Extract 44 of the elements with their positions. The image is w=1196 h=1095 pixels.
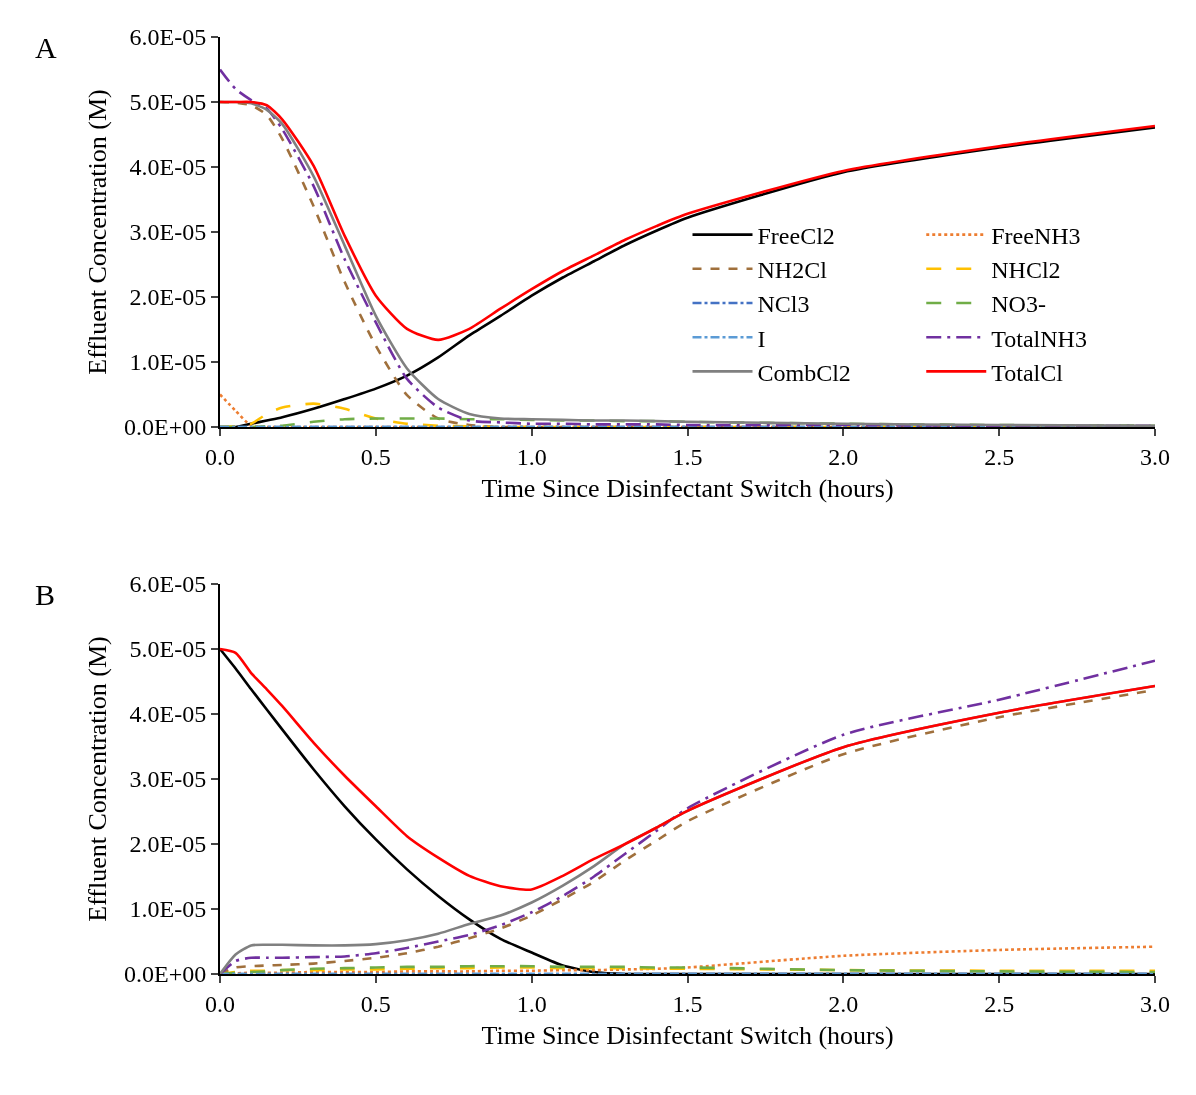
legend-label: NHCl2 <box>991 257 1061 284</box>
legend-label: NCl3 <box>757 291 810 318</box>
x-tick-label: 0.5 <box>360 443 391 470</box>
y-tick-label: 4.0E-05 <box>129 701 207 728</box>
y-tick-label: 0.0E+00 <box>124 414 207 441</box>
y-tick-label: 1.0E-05 <box>129 896 207 923</box>
y-tick-label: 6.0E-05 <box>129 571 207 598</box>
legend-label: TotalNH3 <box>991 325 1087 352</box>
x-tick-label: 1.0 <box>516 443 547 470</box>
x-tick-label: 0.5 <box>360 990 391 1017</box>
y-tick-label: 1.0E-05 <box>129 349 207 376</box>
y-tick-label: 2.0E-05 <box>129 831 207 858</box>
legend-label: TotalCl <box>991 359 1064 386</box>
x-tick-label: 3.0 <box>1140 443 1170 470</box>
text: B <box>35 578 56 611</box>
legend-label: NO3- <box>991 291 1046 318</box>
y-tick-label: 5.0E-05 <box>129 636 207 663</box>
x-tick-label: 2.0 <box>828 990 859 1017</box>
legend-label: I <box>757 325 766 352</box>
y-axis-title: Effluent Concentration (M) <box>82 89 112 375</box>
y-tick-label: 0.0E+00 <box>124 961 207 988</box>
x-tick-label: 2.5 <box>984 443 1015 470</box>
text: A <box>35 31 57 64</box>
legend-label: CombCl2 <box>757 359 851 386</box>
x-axis-title: Time Since Disinfectant Switch (hours) <box>481 1021 894 1050</box>
y-tick-label: 6.0E-05 <box>129 24 207 51</box>
x-tick-label: 1.5 <box>672 990 703 1017</box>
y-tick-label: 4.0E-05 <box>129 154 207 181</box>
y-tick-label: 3.0E-05 <box>129 219 207 246</box>
x-tick-label: 0.0 <box>205 990 235 1017</box>
x-tick-label: 0.0 <box>205 443 235 470</box>
legend-label: FreeNH3 <box>991 222 1081 249</box>
y-tick-label: 5.0E-05 <box>129 89 207 116</box>
x-tick-label: 3.0 <box>1140 990 1170 1017</box>
x-axis-title: Time Since Disinfectant Switch (hours) <box>481 474 894 503</box>
x-tick-label: 1.0 <box>516 990 547 1017</box>
y-tick-label: 3.0E-05 <box>129 766 207 793</box>
legend-label: NH2Cl <box>757 257 828 284</box>
legend-label: FreeCl2 <box>757 222 835 249</box>
x-tick-label: 2.5 <box>984 990 1015 1017</box>
x-tick-label: 2.0 <box>828 443 859 470</box>
y-axis-title: Effluent Concentration (M) <box>82 636 112 922</box>
x-tick-label: 1.5 <box>672 443 703 470</box>
y-tick-label: 2.0E-05 <box>129 284 207 311</box>
